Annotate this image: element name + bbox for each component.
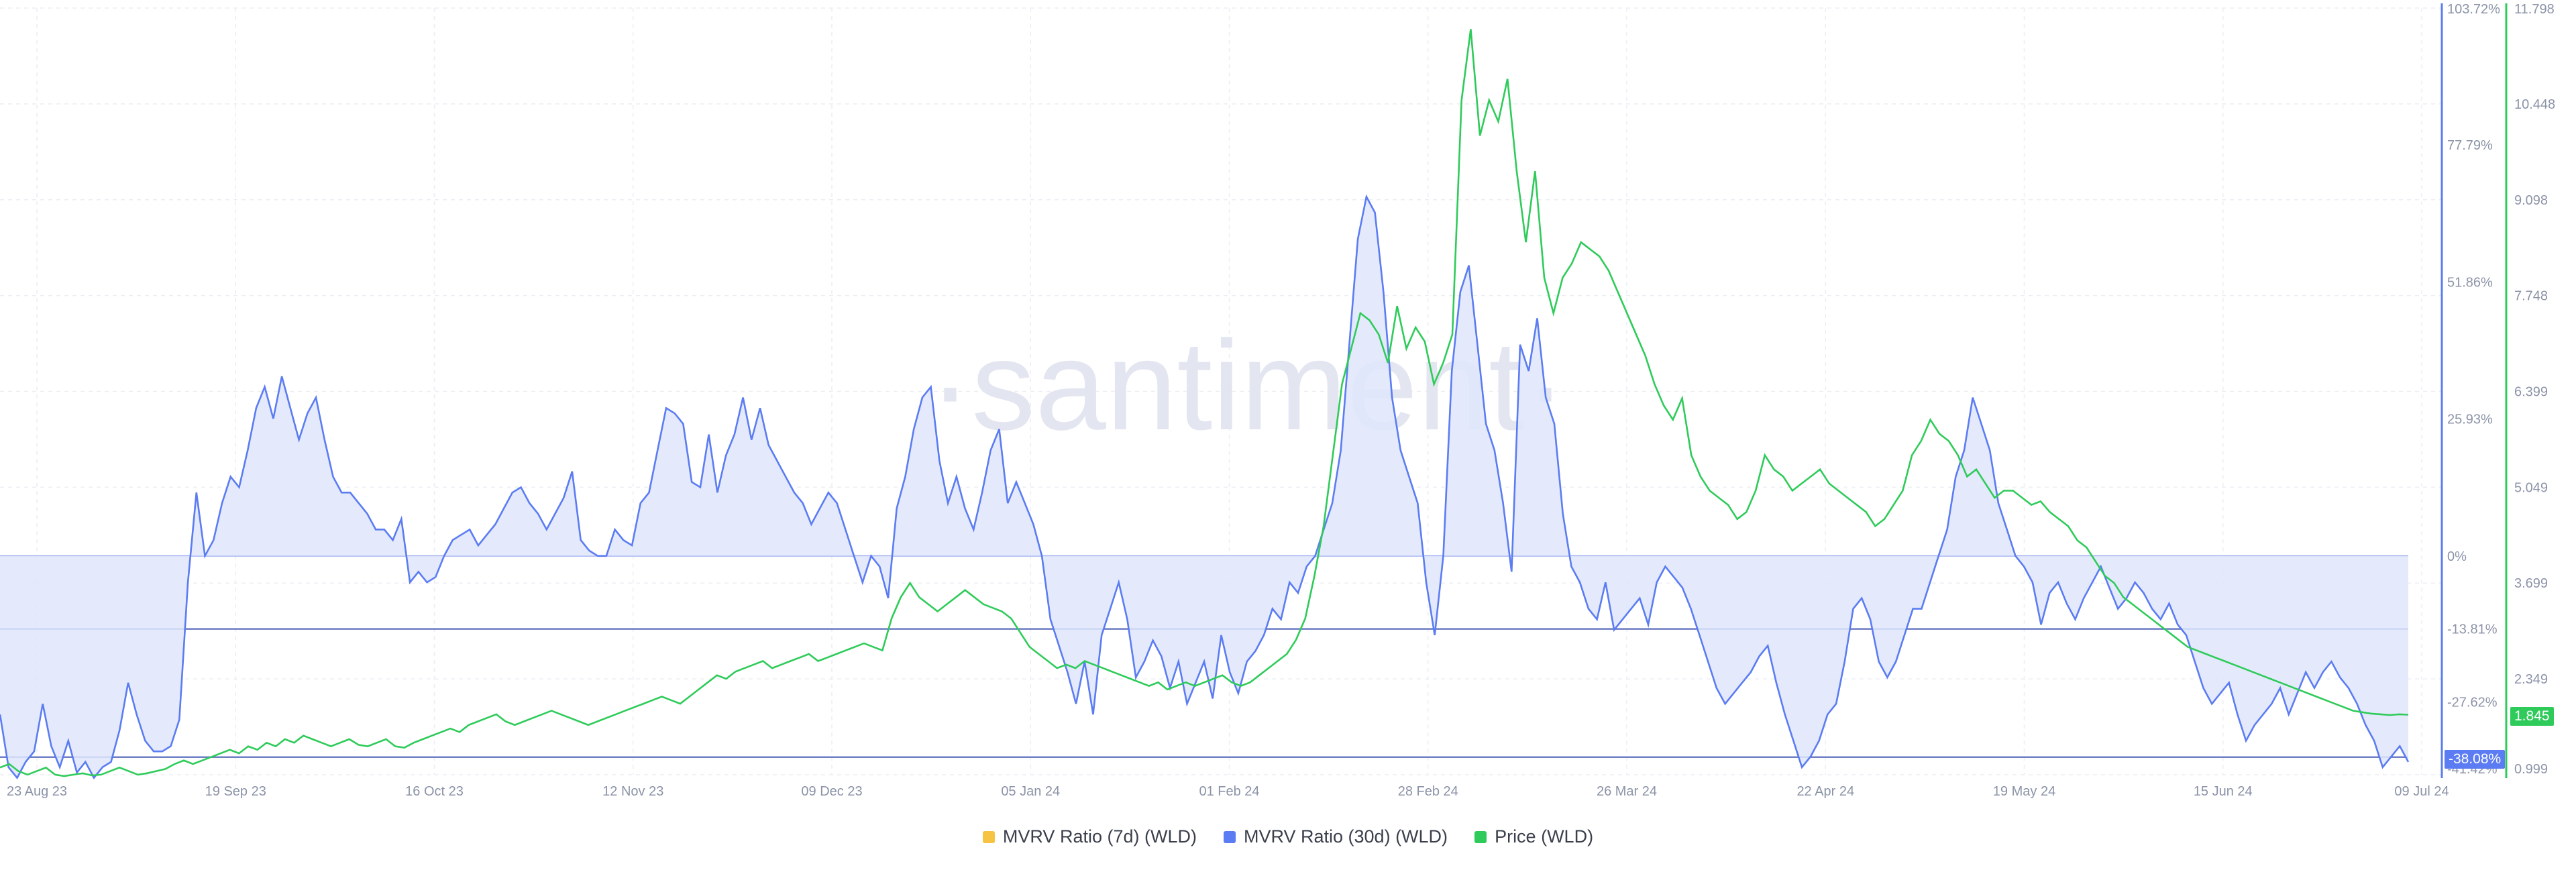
legend-label-mvrv-7d: MVRV Ratio (7d) (WLD): [1002, 826, 1197, 847]
x-tick-label: 05 Jan 24: [1001, 784, 1060, 799]
mvrv-30d-current-badge: -38.08%: [2445, 750, 2506, 769]
x-tick-label: 28 Feb 24: [1398, 784, 1458, 799]
price-line: [0, 29, 2409, 777]
x-tick-label: 23 Aug 23: [7, 784, 67, 799]
left-tick-label: 51.86%: [2447, 275, 2493, 290]
left-tick-label: 77.79%: [2447, 138, 2493, 153]
x-tick-label: 09 Jul 24: [2394, 784, 2449, 799]
legend-label-price: Price (WLD): [1495, 826, 1594, 847]
x-tick-label: 12 Nov 23: [602, 784, 663, 799]
mvrv-30d-line: [0, 194, 2410, 779]
right-tick-label: 11.798: [2514, 2, 2555, 17]
right-tick-label: 9.098: [2514, 193, 2548, 208]
mvrv-30d-area: [0, 197, 2408, 778]
price-current-badge: 1.845: [2510, 707, 2554, 726]
legend-item-mvrv-7d[interactable]: MVRV Ratio (7d) (WLD): [982, 826, 1197, 847]
x-tick-label: 15 Jun 24: [2194, 784, 2253, 799]
legend-item-price[interactable]: Price (WLD): [1474, 826, 1593, 847]
legend: MVRV Ratio (7d) (WLD) MVRV Ratio (30d) (…: [0, 826, 2576, 847]
x-tick-label: 19 Sep 23: [205, 784, 266, 799]
legend-swatch-mvrv-30d: [1223, 830, 1236, 843]
right-axis-ticks: 11.798 10.448 9.098 7.748 6.399 5.049 3.699 2.3…: [2514, 2, 2555, 777]
legend-label-mvrv-30d: MVRV Ratio (30d) (WLD): [1243, 826, 1448, 847]
x-axis-ticks: 23 Aug 23 19 Sep 23 16 Oct 23 12 Nov 23 09 D…: [7, 784, 2449, 799]
left-tick-label: 0%: [2447, 549, 2467, 564]
right-tick-label: 2.349: [2514, 672, 2548, 687]
left-tick-label: 25.93%: [2447, 413, 2493, 427]
left-tick-label: -27.62%: [2447, 695, 2498, 710]
right-tick-label: 3.699: [2514, 576, 2548, 591]
left-tick-label: -13.81%: [2447, 622, 2498, 637]
x-tick-label: 26 Mar 24: [1597, 784, 1657, 799]
right-tick-label: 7.748: [2514, 289, 2548, 304]
right-tick-label: 0.999: [2514, 762, 2548, 777]
x-tick-label: 16 Oct 23: [405, 784, 464, 799]
legend-swatch-mvrv-7d: [982, 830, 995, 843]
x-tick-label: 22 Apr 24: [1796, 784, 1854, 799]
right-tick-label: 10.448: [2514, 97, 2555, 112]
x-tick-label: 19 May 24: [1993, 784, 2055, 799]
left-tick-label: 103.72%: [2447, 2, 2500, 17]
x-tick-label: 01 Feb 24: [1199, 784, 1259, 799]
right-tick-label: 5.049: [2514, 480, 2548, 495]
legend-swatch-price: [1474, 830, 1487, 843]
right-tick-label: 6.399: [2514, 384, 2548, 399]
left-axis-ticks: 103.72% 77.79% 51.86% 25.93% 0% -13.81% -27.62…: [2447, 2, 2500, 777]
legend-item-mvrv-30d[interactable]: MVRV Ratio (30d) (WLD): [1223, 826, 1448, 847]
x-tick-label: 09 Dec 23: [801, 784, 862, 799]
